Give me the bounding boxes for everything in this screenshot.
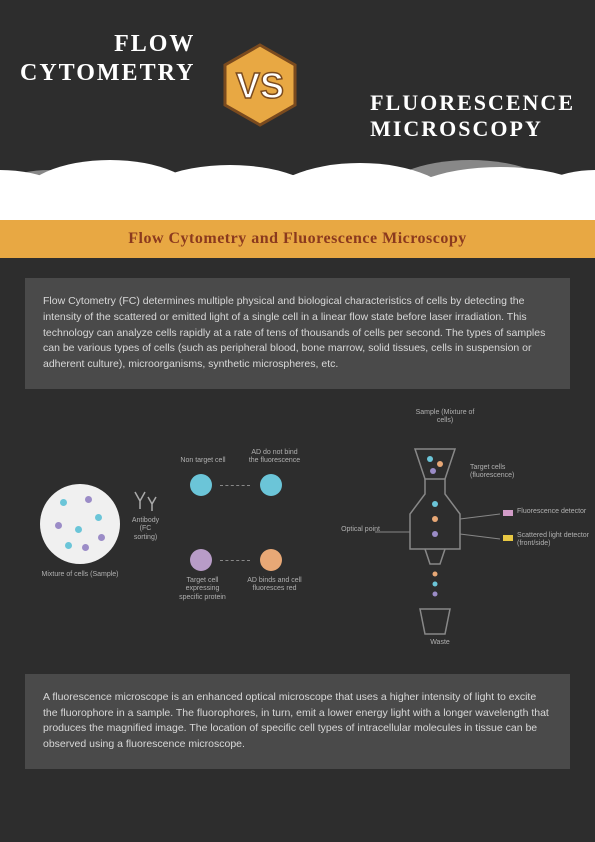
flow-arrow (220, 485, 250, 486)
label-scatter-detector: Scattered light detector (front/side) (517, 532, 592, 549)
label-binds: AD binds and cell fluoresces red (247, 577, 302, 594)
cell-target (190, 549, 212, 571)
title-fluorescence: FLUORESCENCE (370, 90, 575, 116)
label-notbind: AD do not bind the fluorescence (247, 449, 302, 466)
title-cytometry: CYTOMETRY (20, 59, 195, 88)
label-waste: Waste (420, 639, 460, 647)
cell-dot (55, 522, 62, 529)
second-text: A fluorescence microscope is an enhanced… (43, 691, 549, 750)
title-flow: FLOW (90, 30, 195, 59)
cell-dot (75, 526, 82, 533)
banner-text: Flow Cytometry and Fluorescence Microsco… (128, 230, 467, 247)
cell-dot (98, 534, 105, 541)
cell-nontarget (190, 474, 212, 496)
cell-dot (95, 514, 102, 521)
second-text-box: A fluorescence microscope is an enhanced… (25, 674, 570, 769)
cell-dot (82, 544, 89, 551)
cell-dot (85, 496, 92, 503)
content-area: Flow Cytometry (FC) determines multiple … (0, 258, 595, 789)
title-microscopy: MICROSCOPY (370, 116, 575, 142)
title-right: FLUORESCENCE MICROSCOPY (370, 90, 575, 143)
intro-text: Flow Cytometry (FC) determines multiple … (43, 295, 545, 370)
section-banner: Flow Cytometry and Fluorescence Microsco… (0, 220, 595, 258)
cell-binds (260, 549, 282, 571)
flow-arrow (220, 560, 250, 561)
cell-notbind (260, 474, 282, 496)
vs-badge: VS (215, 40, 305, 130)
vs-text-svg: VS (236, 65, 284, 106)
header-section: FLOW CYTOMETRY VS FLUORESCENCE MICROSCOP… (0, 0, 595, 220)
label-antibody: Antibody (FC sorting) (128, 517, 163, 542)
antibody-icon (130, 489, 160, 514)
label-fluor-detector: Fluorescence detector (517, 508, 587, 516)
cell-dot (65, 542, 72, 549)
title-left: FLOW CYTOMETRY (20, 30, 195, 88)
intro-text-box: Flow Cytometry (FC) determines multiple … (25, 278, 570, 389)
diagram-area: Mixture of cells (Sample) Antibody (FC s… (25, 409, 570, 659)
label-nontarget: Non target cell (178, 457, 228, 465)
label-mixture: Mixture of cells (Sample) (35, 571, 125, 579)
sample-circle (40, 484, 120, 564)
cell-dot (60, 499, 67, 506)
label-sample-top: Sample (Mixture of cells) (410, 409, 480, 426)
clouds-decoration (0, 150, 595, 220)
label-target-protein: Target cell expressing specific protein (175, 577, 230, 602)
label-target-fluor: Target cells (fluorescence) (470, 464, 530, 481)
label-optical: Optical point (335, 526, 380, 534)
